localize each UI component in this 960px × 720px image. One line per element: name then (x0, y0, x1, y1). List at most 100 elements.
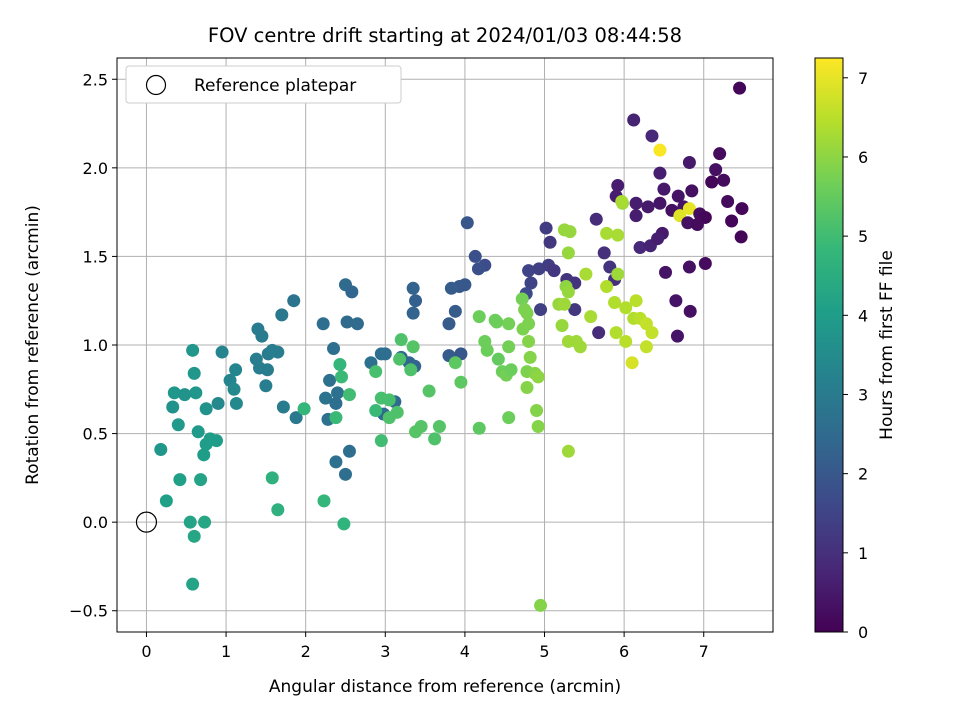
data-point (705, 175, 719, 189)
data-point (534, 303, 548, 317)
data-point (611, 267, 625, 281)
data-point (735, 202, 749, 216)
data-point (721, 195, 735, 208)
data-point (608, 295, 622, 309)
data-point (187, 366, 201, 380)
data-point (319, 391, 333, 405)
data-point (682, 260, 696, 274)
data-point (350, 317, 364, 331)
x-tick-label: 4 (460, 642, 470, 661)
data-point (458, 278, 472, 292)
data-point (260, 363, 274, 377)
data-point (669, 294, 683, 308)
data-point (335, 370, 349, 384)
data-point (342, 388, 356, 402)
data-point (406, 281, 420, 295)
data-point (619, 334, 633, 348)
data-point (166, 400, 180, 414)
x-tick-label: 6 (619, 642, 629, 661)
data-point (671, 189, 685, 203)
data-point (369, 404, 383, 418)
data-point (197, 448, 211, 462)
data-point (627, 113, 641, 127)
data-point (629, 294, 643, 308)
colorbar-tick-label: 5 (858, 227, 868, 246)
colorbar-tick-label: 3 (858, 385, 868, 404)
data-point (653, 166, 667, 180)
data-point (390, 405, 404, 419)
data-point (597, 246, 611, 260)
data-point (265, 471, 279, 485)
data-point (382, 393, 396, 407)
data-point (422, 384, 436, 398)
data-point (522, 334, 536, 348)
chart-title: FOV centre drift starting at 2024/01/03 … (208, 24, 682, 47)
data-point (657, 182, 671, 196)
data-point (563, 225, 577, 239)
data-point (199, 437, 213, 451)
data-point (584, 310, 598, 324)
data-point (480, 343, 494, 357)
data-point (333, 357, 347, 371)
data-point (472, 421, 486, 435)
x-axis-ticks: 0 1 2 3 4 5 6 7 (141, 632, 709, 661)
data-point (629, 196, 643, 210)
data-point (342, 444, 356, 458)
data-point (289, 411, 303, 425)
data-point (625, 356, 639, 370)
data-point (210, 434, 224, 448)
legend-box (125, 65, 402, 104)
data-point (229, 363, 243, 377)
data-point (600, 226, 614, 240)
colorbar-tick-label: 7 (858, 69, 868, 88)
data-point (600, 280, 614, 294)
data-point (414, 419, 428, 433)
data-point (409, 294, 423, 308)
data-point (276, 400, 290, 414)
colorbar-tick-label: 2 (858, 465, 868, 484)
y-tick-label: 2.5 (83, 70, 108, 89)
data-point (471, 262, 485, 276)
data-point (317, 494, 331, 508)
data-point (698, 257, 712, 271)
data-point (520, 306, 534, 320)
colorbar-tick-label: 1 (858, 544, 868, 563)
data-point (615, 195, 629, 208)
colorbar-tick-label: 0 (858, 623, 868, 642)
data-point (329, 455, 343, 469)
data-point (183, 515, 197, 529)
data-point (178, 388, 192, 402)
data-point (651, 232, 665, 246)
data-point (337, 517, 351, 531)
data-point (734, 230, 748, 244)
data-points (135, 81, 749, 612)
data-point (609, 326, 623, 340)
data-point (406, 306, 420, 320)
data-point (432, 419, 446, 433)
data-point (504, 363, 518, 377)
data-point (404, 363, 418, 377)
data-point (378, 347, 392, 361)
legend: Reference platepar (125, 65, 402, 104)
data-point (639, 340, 653, 354)
data-point (502, 340, 516, 354)
data-point (579, 267, 593, 281)
data-point (472, 310, 486, 324)
data-point (531, 370, 545, 384)
data-point (717, 173, 731, 187)
x-tick-label: 5 (539, 642, 549, 661)
data-point (259, 379, 273, 393)
colorbar-tick-label: 4 (858, 306, 868, 325)
data-point (523, 350, 537, 364)
data-point (331, 386, 345, 400)
data-point (394, 333, 408, 347)
data-point (229, 396, 243, 410)
data-point (448, 304, 462, 318)
data-point (682, 156, 696, 170)
y-tick-label: 2.0 (83, 159, 108, 178)
data-point (345, 285, 359, 299)
data-point (641, 200, 655, 214)
data-point (454, 375, 468, 389)
